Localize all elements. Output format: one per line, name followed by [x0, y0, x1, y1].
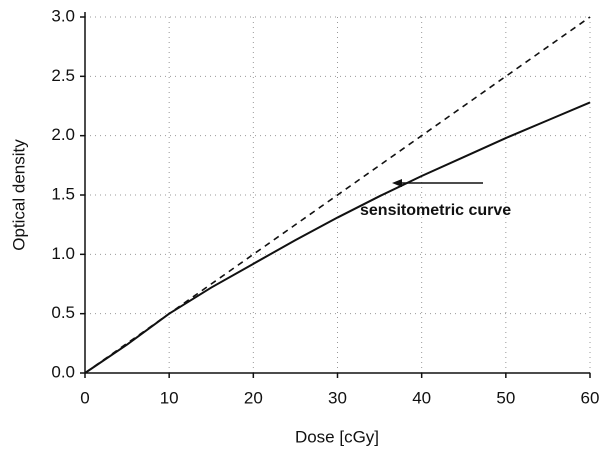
annotation: sensitometric curve — [360, 202, 511, 219]
y-tick-label: 0.5 — [51, 303, 75, 322]
annotation-arrowhead — [392, 179, 402, 187]
x-tick-label: 0 — [80, 388, 89, 407]
y-tick-label: 1.5 — [51, 184, 75, 203]
y-tick-label: 2.0 — [51, 125, 75, 144]
y-tick-label: 1.0 — [51, 244, 75, 263]
line-series — [84, 16, 591, 374]
x-tick-label: 50 — [496, 388, 515, 407]
x-tick-label: 10 — [160, 388, 179, 407]
x-tick-label: 40 — [412, 388, 431, 407]
x-tick-label: 20 — [244, 388, 263, 407]
y-tick-label: 2.5 — [51, 66, 75, 85]
x-tick-label: 60 — [581, 388, 600, 407]
y-tick-label: 3.0 — [51, 6, 75, 25]
x-axis-label: Dose [cGy] — [295, 427, 379, 446]
x-tick-label: 30 — [328, 388, 347, 407]
y-tick-label: 0.0 — [51, 362, 75, 381]
y-axis-label: Optical density — [9, 139, 28, 251]
